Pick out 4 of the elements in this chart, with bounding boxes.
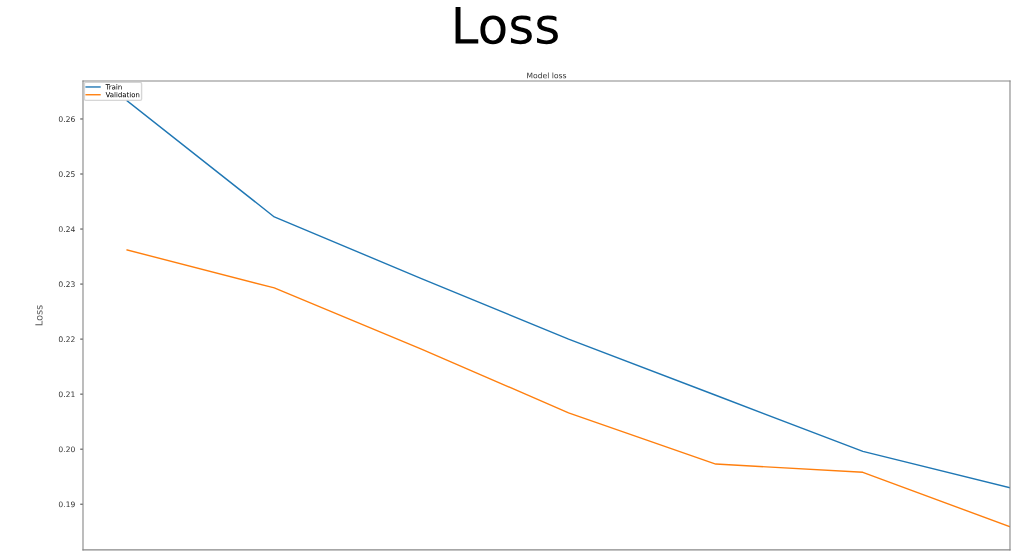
line-series xyxy=(126,100,1010,489)
chart-title: Loss xyxy=(455,7,558,45)
y-axis-title: Loss xyxy=(35,305,43,326)
line-series xyxy=(126,249,1010,528)
